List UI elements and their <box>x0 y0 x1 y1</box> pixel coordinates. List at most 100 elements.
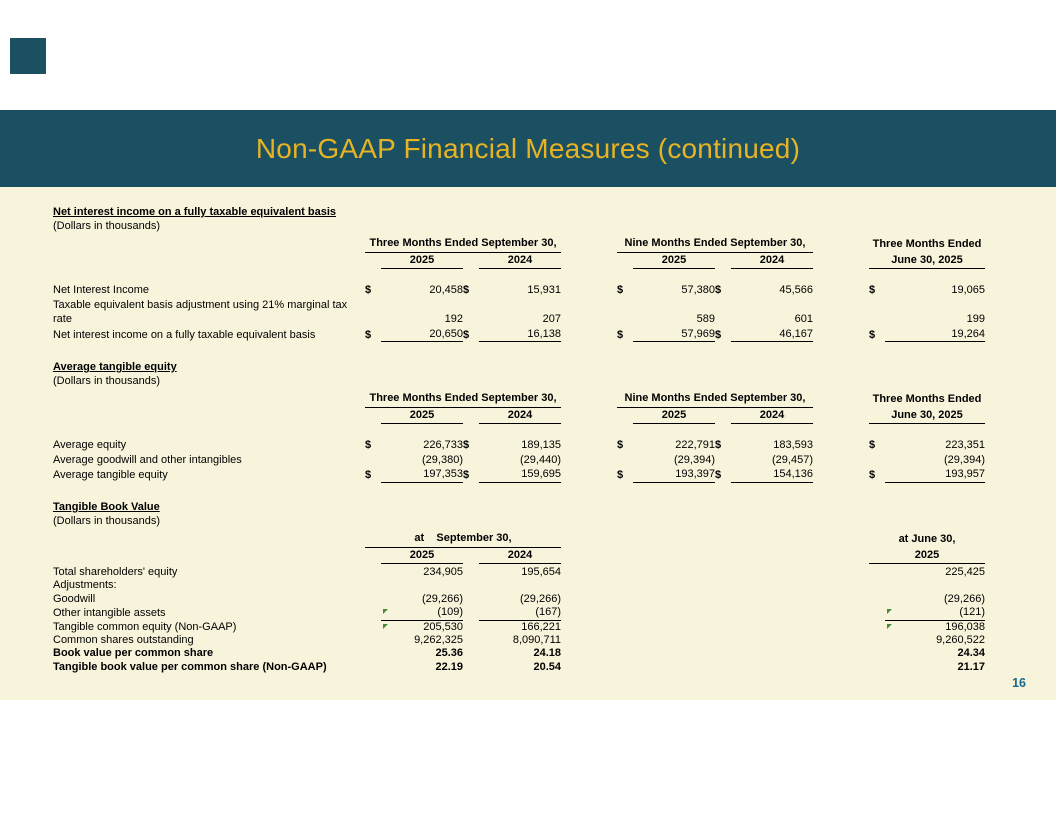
dollar-sign: $ <box>617 439 624 451</box>
row-label: Adjustments: <box>53 579 117 592</box>
table-row: Tangible common equity (Non-GAAP) 205,530… <box>53 621 985 634</box>
cell-value: (29,394) <box>944 453 985 466</box>
cell-value: 226,733 <box>423 439 463 451</box>
dollar-sign: $ <box>365 284 372 296</box>
column-subheader-label: June 30, 2025 <box>869 254 985 269</box>
table-average-tangible-equity: Average tangible equity (Dollars in thou… <box>53 360 985 483</box>
dollar-sign: $ <box>463 284 470 296</box>
cell-value: 589 <box>696 313 715 325</box>
row-label: Goodwill <box>53 592 96 605</box>
column-group-label: Three Months Ended <box>872 238 982 250</box>
dollar-sign: $ <box>617 328 624 341</box>
dollar-sign: $ <box>869 469 876 481</box>
column-subheader-label: 2025 <box>869 549 985 564</box>
column-year-label: 2025 <box>381 549 463 564</box>
row-label: Tangible book value per common share (No… <box>53 660 327 673</box>
cell-value: 24.34 <box>957 647 985 660</box>
cell-value: 8,090,711 <box>512 634 561 647</box>
table-row: Common shares outstanding 9,262,325 8,090,… <box>53 634 985 647</box>
table-grid: Three Months Ended September 30, Nine Mon… <box>53 392 985 483</box>
column-subheader-label: June 30, 2025 <box>869 409 985 424</box>
dollar-sign: $ <box>463 439 470 451</box>
cell-value: 9,260,522 <box>936 634 985 647</box>
table-row: Average tangible equity $197,353 $159,695 $… <box>53 467 985 483</box>
column-year-label: 2025 <box>633 254 715 269</box>
cell-value: 166,221 <box>521 620 561 633</box>
dollar-sign: $ <box>365 469 372 481</box>
column-year-label: 2024 <box>479 409 561 424</box>
column-year-label: 2025 <box>633 409 715 424</box>
table-heading: Net interest income on a fully taxable e… <box>53 206 337 218</box>
cell-value: (167) <box>479 606 561 621</box>
cell-value: 19,065 <box>951 284 985 296</box>
table-row: Average goodwill and other intangibles (2… <box>53 453 985 468</box>
dollar-sign: $ <box>463 469 470 481</box>
table-grid: Three Months Ended September 30, Nine Mon… <box>53 237 985 342</box>
cell-value: 22.19 <box>435 660 463 673</box>
slide-title: Non-GAAP Financial Measures (continued) <box>255 132 801 164</box>
cell-value: (29,394) <box>674 453 715 466</box>
table-years-row: 2025 2024 2025 2024 June 30, 2025 <box>53 254 985 269</box>
dollar-sign: $ <box>715 328 722 341</box>
table-row: Net interest income on a fully taxable e… <box>53 327 985 342</box>
cell-value: (29,457) <box>772 453 813 466</box>
table-row: Goodwill (29,266) (29,266) (29,266) <box>53 593 985 606</box>
cell-value: 193,397 <box>633 467 715 483</box>
cell-value: 20,458 <box>429 284 463 296</box>
cell-value: 197,353 <box>381 467 463 483</box>
cell-value: 46,167 <box>731 327 813 342</box>
table-row: Adjustments: <box>53 579 985 592</box>
dollar-sign: $ <box>617 469 624 481</box>
cell-value: (29,266) <box>422 592 463 605</box>
cell-value: 15,931 <box>527 284 561 296</box>
table-years-row: 2025 2024 2025 2024 June 30, 2025 <box>53 409 985 424</box>
column-year-label: 2025 <box>381 254 463 269</box>
cell-value: 45,566 <box>779 284 813 296</box>
cell-value: 159,695 <box>479 467 561 483</box>
dollar-sign: $ <box>365 328 372 341</box>
cell-value: 234,905 <box>423 566 463 578</box>
cell-value: (29,266) <box>944 592 985 605</box>
cell-value: (121) <box>885 606 985 621</box>
cell-value: 199 <box>966 313 985 325</box>
row-label: Total shareholders' equity <box>53 566 178 578</box>
dollar-sign: $ <box>365 439 372 451</box>
column-group-label: Three Months Ended September 30, <box>365 237 561 253</box>
cell-value: 24.18 <box>533 647 561 660</box>
dollar-sign: $ <box>869 328 876 341</box>
column-year-label: 2024 <box>731 254 813 269</box>
column-group-label: at June 30, <box>898 533 956 545</box>
column-year-label: 2024 <box>731 409 813 424</box>
cell-value: (109) <box>381 606 463 621</box>
row-label: Book value per common share <box>53 647 214 660</box>
row-label: Average tangible equity <box>53 469 168 481</box>
dollar-sign: $ <box>715 469 722 481</box>
cell-value: 183,593 <box>773 439 813 451</box>
cell-value: 192 <box>444 313 463 325</box>
dollar-sign: $ <box>869 439 876 451</box>
table-subheading: (Dollars in thousands) <box>53 515 160 527</box>
slide-content: Net interest income on a fully taxable e… <box>0 187 1056 700</box>
row-label: Other intangible assets <box>53 607 166 620</box>
column-year-label: 2024 <box>479 549 561 564</box>
table-years-row: 2025 2024 2025 <box>53 549 985 564</box>
column-group-label: Nine Months Ended September 30, <box>617 237 813 253</box>
page-number: 16 <box>1012 676 1026 690</box>
dollar-sign: $ <box>617 284 624 296</box>
cell-value: 207 <box>542 313 561 325</box>
table-column-groups-row: Three Months Ended September 30, Nine Mon… <box>53 392 985 408</box>
table-heading: Average tangible equity <box>53 361 177 373</box>
cell-value: 57,380 <box>681 284 715 296</box>
cell-value: 16,138 <box>479 327 561 342</box>
table-subheading: (Dollars in thousands) <box>53 375 160 387</box>
table-row: Tangible book value per common share (No… <box>53 661 985 674</box>
cell-value: 601 <box>794 313 813 325</box>
row-label: Common shares outstanding <box>53 634 194 647</box>
table-row: Book value per common share 25.36 24.18 24.… <box>53 647 985 660</box>
cell-value: 57,969 <box>633 327 715 342</box>
column-group-label: Three Months Ended <box>872 393 982 405</box>
cell-value: 20,650 <box>381 327 463 342</box>
row-label: Average equity <box>53 439 127 451</box>
table-body: Average equity $226,733 $189,135 $222,791 $1… <box>53 438 985 483</box>
